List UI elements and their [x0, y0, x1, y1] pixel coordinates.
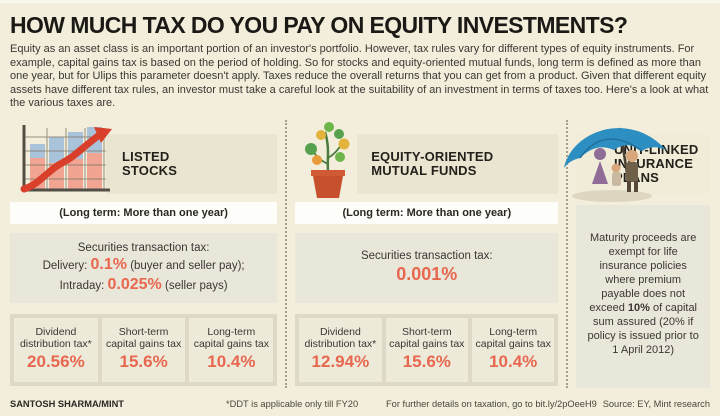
listed-stocks-stt-box: Securities transaction tax: Delivery: 0.…: [10, 232, 278, 303]
ulip-note: Maturity proceeds are exempt for life in…: [576, 204, 710, 388]
intraday-value: 0.025%: [107, 275, 162, 293]
tax-cell-ltcg: Long-term capital gains tax 10.4%: [189, 317, 274, 382]
stt-delivery-line: Delivery: 0.1% (buyer and seller pay);: [10, 256, 277, 274]
tax-value: 10.4%: [207, 352, 256, 372]
term-note: (Long term: More than one year): [342, 206, 512, 219]
term-note: (Long term: More than one year): [59, 206, 228, 219]
ulip-header: UNIT-LINKED INSURANCE PLANS: [564, 120, 710, 202]
intraday-note: (seller pays): [164, 279, 228, 292]
stt-value-line: 0.001%: [295, 264, 558, 285]
tax-label: Long-term capital gains tax: [193, 326, 269, 350]
ulip-note-text: of capital sum assured (20% if policy is…: [587, 301, 699, 356]
footer: SANTOSH SHARMA/MINT *DDT is applicable o…: [0, 399, 720, 411]
tax-label: Long-term capital gains tax: [475, 326, 551, 350]
mutual-funds-stt-box: Securities transaction tax: 0.001%: [295, 232, 559, 303]
tax-value: 12.94%: [311, 352, 370, 372]
tax-cell-ddt: Dividend distribution tax* 20.56%: [14, 317, 98, 382]
mutual-funds-title-box: EQUITY-ORIENTED MUTUAL FUNDS: [357, 133, 559, 194]
money-plant-icon: [299, 120, 357, 205]
listed-stocks-tax-grid: Dividend distribution tax* 20.56% Short-…: [10, 313, 278, 386]
intro-paragraph: Equity as an asset class is an important…: [10, 43, 709, 110]
tax-cell-stcg: Short-term capital gains tax 15.6%: [385, 317, 468, 382]
stt-label: Securities transaction tax:: [77, 241, 210, 254]
tax-value: 15.6%: [402, 352, 451, 372]
tax-label: Dividend distribution tax*: [19, 326, 92, 350]
tax-value: 15.6%: [119, 352, 168, 372]
delivery-label: Delivery:: [42, 259, 88, 272]
ulip-note-bold: 10%: [627, 301, 650, 314]
delivery-value: 0.1%: [90, 255, 127, 273]
tax-value: 10.4%: [489, 352, 538, 372]
tax-cell-ltcg: Long-term capital gains tax 10.4%: [472, 317, 555, 382]
delivery-note: (buyer and seller pay);: [130, 259, 245, 272]
tax-label: Short-term capital gains tax: [105, 326, 182, 350]
mutual-funds-column: EQUITY-ORIENTED MUTUAL FUNDS: [295, 120, 559, 388]
tax-cell-stcg: Short-term capital gains tax 15.6%: [101, 317, 186, 382]
stt-label: Securities transaction tax:: [360, 250, 493, 263]
column-divider: [566, 119, 569, 388]
page-title: HOW MUCH TAX DO YOU PAY ON EQUITY INVEST…: [10, 12, 628, 38]
details-link-text: For further details on taxation, go to b…: [386, 399, 597, 409]
mutual-funds-tax-grid: Dividend distribution tax* 12.94% Short-…: [295, 313, 559, 386]
mutual-funds-title: EQUITY-ORIENTED MUTUAL FUNDS: [371, 148, 494, 178]
stt-intraday-line: Intraday: 0.025% (seller pays): [10, 276, 277, 294]
ulip-column: UNIT-LINKED INSURANCE PLANS: [564, 120, 710, 388]
listed-stocks-column: LISTED STOCKS: [10, 120, 278, 388]
ulip-note-text: Maturity proceeds are exempt for life in…: [589, 231, 697, 314]
intraday-label: Intraday:: [59, 279, 105, 292]
credit-byline: SANTOSH SHARMA/MINT: [10, 399, 124, 409]
tax-label: Dividend distribution tax*: [304, 326, 377, 350]
tax-label: Short-term capital gains tax: [389, 326, 465, 350]
listed-stocks-header: LISTED STOCKS: [10, 120, 278, 196]
ddt-footnote: *DDT is applicable only till FY20: [226, 399, 359, 409]
listed-stocks-term-strip: (Long term: More than one year): [10, 201, 278, 224]
stt-value: 0.001%: [396, 264, 458, 285]
tax-cell-ddt: Dividend distribution tax* 12.94%: [299, 317, 382, 382]
listed-stocks-title: LISTED STOCKS: [122, 148, 178, 178]
tax-value: 20.56%: [27, 352, 85, 372]
listed-stocks-title-box: LISTED STOCKS: [106, 133, 278, 194]
columns-container: LISTED STOCKS: [10, 119, 710, 388]
umbrella-family-icon: [564, 118, 676, 209]
mutual-funds-header: EQUITY-ORIENTED MUTUAL FUNDS: [295, 120, 559, 198]
source-credit: Source: EY, Mint research: [602, 399, 710, 409]
mutual-funds-term-strip: (Long term: More than one year): [295, 201, 559, 224]
column-divider: [285, 119, 288, 388]
stock-chart-icon: [14, 120, 114, 201]
